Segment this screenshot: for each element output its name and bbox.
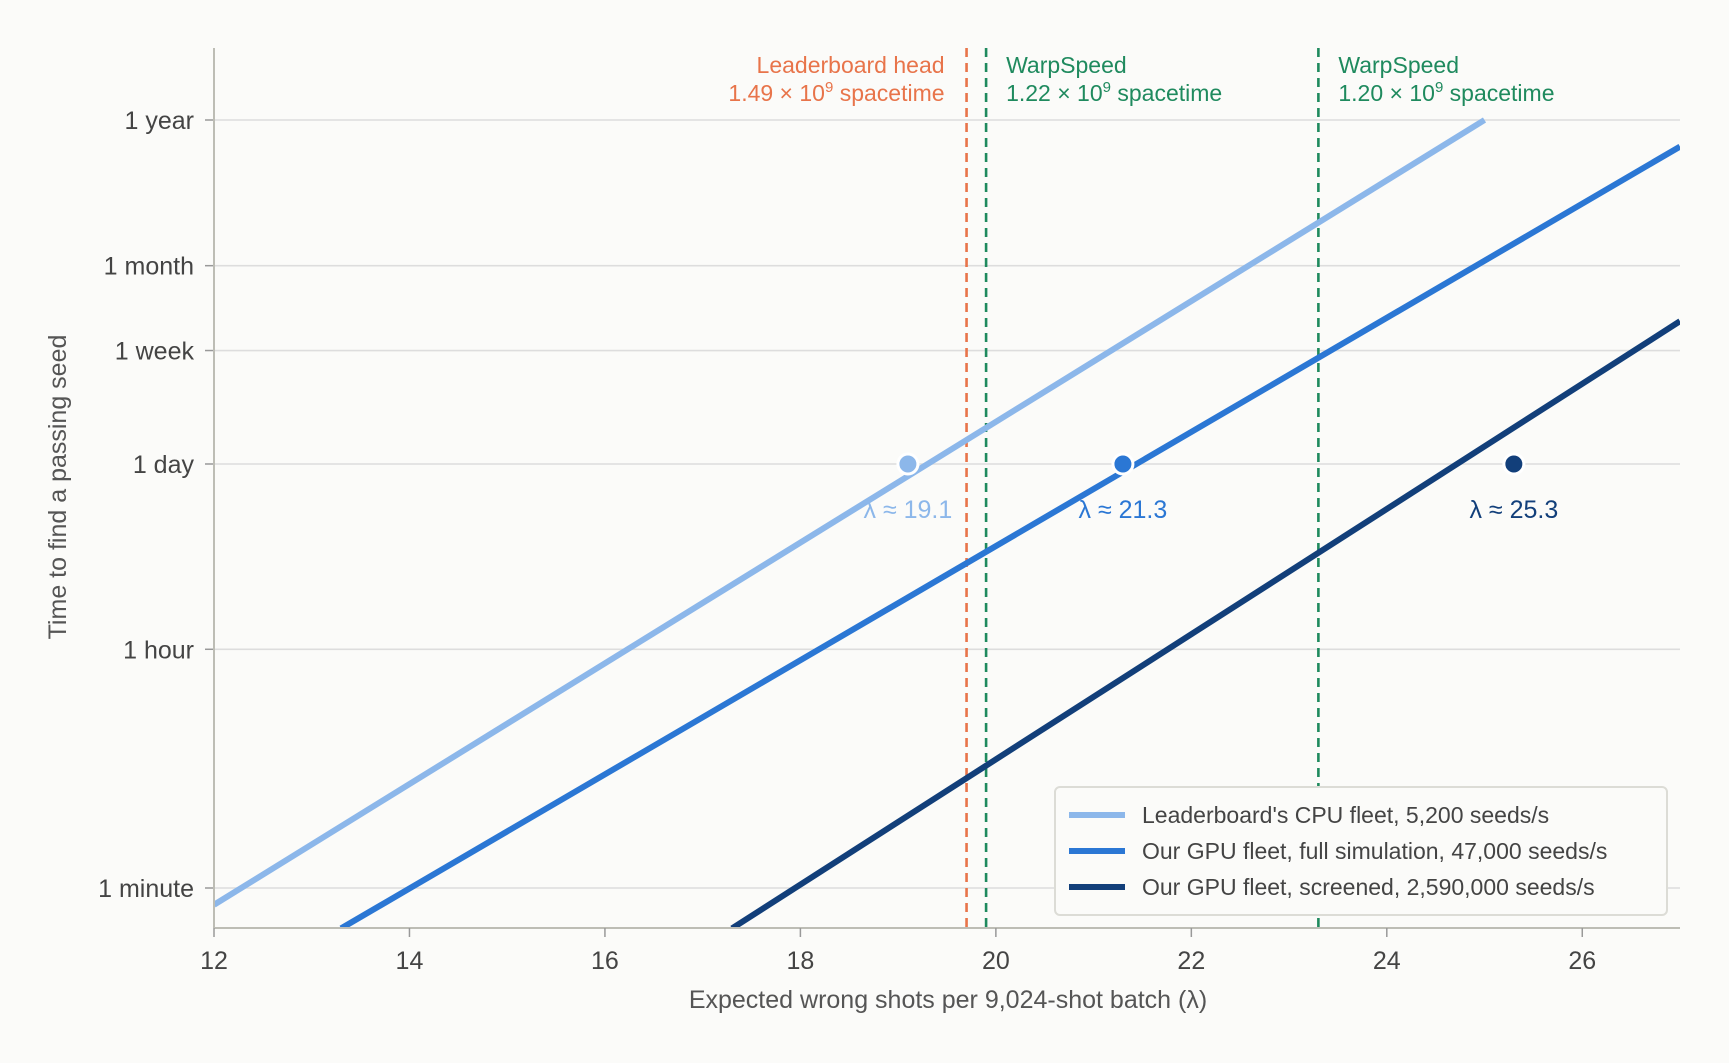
x-tick-label: 16 — [591, 947, 619, 975]
legend: Leaderboard's CPU fleet, 5,200 seeds/s Ou… — [1054, 786, 1668, 916]
reference-line-label: WarpSpeed — [1006, 52, 1127, 78]
y-tick-label: 1 year — [125, 107, 194, 135]
reference-line-label: Leaderboard head — [757, 52, 945, 78]
series-marker — [1502, 452, 1526, 476]
x-tick-label: 22 — [1177, 947, 1205, 975]
reference-line-label: WarpSpeed — [1338, 52, 1459, 78]
y-tick-label: 1 hour — [123, 636, 194, 664]
legend-entry: Leaderboard's CPU fleet, 5,200 seeds/s — [1142, 802, 1549, 828]
legend-box — [1054, 786, 1668, 916]
x-tick-label: 18 — [786, 947, 814, 975]
y-tick-label: 1 month — [104, 253, 194, 281]
x-tick-label: 14 — [396, 947, 424, 975]
legend-entry: Our GPU fleet, full simulation, 47,000 s… — [1142, 838, 1607, 864]
series-marker — [896, 452, 920, 476]
series-marker — [1111, 452, 1135, 476]
x-tick-label: 12 — [200, 947, 228, 975]
marker-label: λ ≈ 21.3 — [1079, 496, 1168, 524]
series-line — [214, 117, 1487, 908]
marker-label: λ ≈ 19.1 — [864, 496, 953, 524]
reference-line-value: 1.22 × 109 spacetime — [1006, 79, 1222, 106]
marker-label: λ ≈ 25.3 — [1469, 496, 1558, 524]
axes: 1 minute 1 hour 1 day 1 week 1 month 1 year 12… — [98, 48, 1680, 975]
x-axis-label: Expected wrong shots per 9,024-shot batc… — [689, 986, 1207, 1014]
series-lines — [214, 117, 1680, 928]
reference-line-value: 1.20 × 109 spacetime — [1338, 79, 1554, 106]
y-tick-label: 1 week — [115, 338, 195, 366]
y-tick-label: 1 day — [133, 451, 195, 479]
x-tick-label: 20 — [982, 947, 1010, 975]
series-markers: λ ≈ 19.1 λ ≈ 21.3 λ ≈ 25.3 — [864, 452, 1558, 524]
y-axis-label: Time to find a passing seed — [44, 335, 72, 640]
reference-line-value: 1.49 × 109 spacetime — [728, 79, 944, 106]
legend-entry: Our GPU fleet, screened, 2,590,000 seeds… — [1142, 874, 1595, 900]
series-line — [339, 144, 1680, 928]
y-tick-label: 1 minute — [98, 875, 194, 903]
x-tick-label: 26 — [1568, 947, 1596, 975]
series-line — [730, 318, 1680, 928]
x-tick-label: 24 — [1373, 947, 1401, 975]
